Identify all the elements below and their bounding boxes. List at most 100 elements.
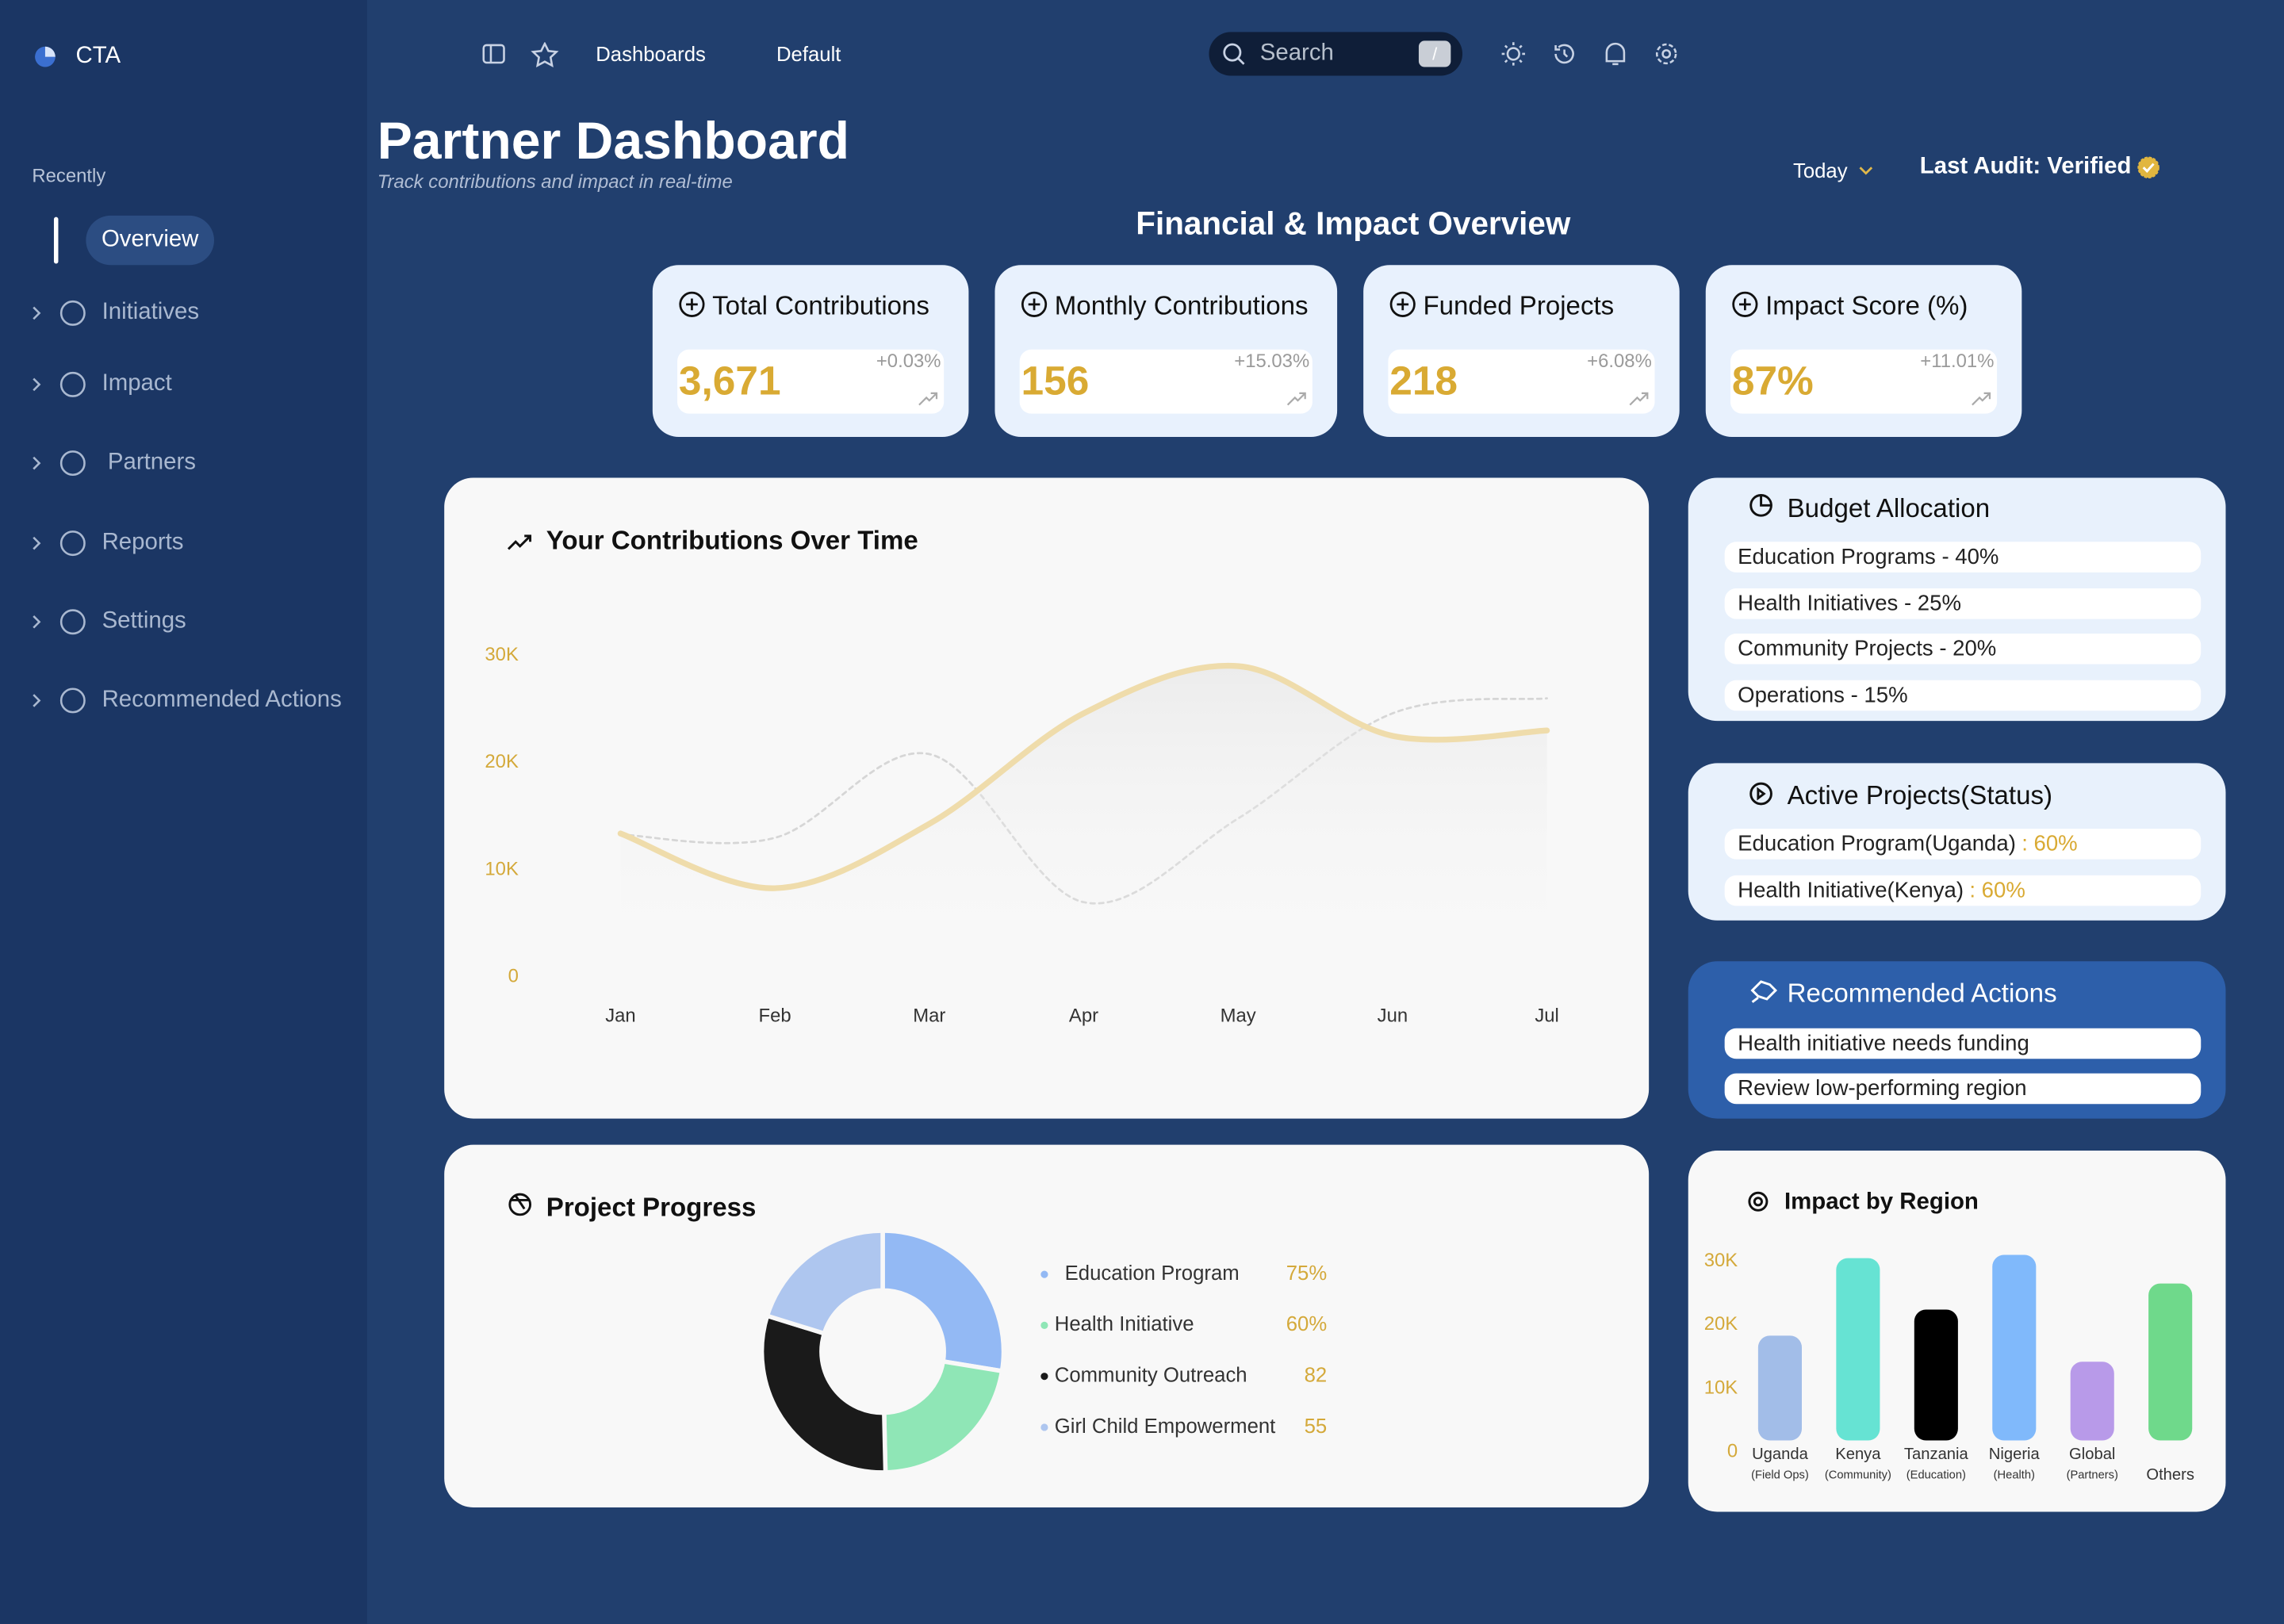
kpi-icon <box>679 291 705 317</box>
pie-slice <box>880 1228 1006 1374</box>
period-select[interactable]: Today <box>1792 159 1848 182</box>
logo <box>35 46 56 67</box>
x-tick-label: Jul <box>1535 1005 1558 1026</box>
kpi-title: Monthly Contributions <box>1054 291 1309 321</box>
kpi-title: Total Contributions <box>712 291 929 321</box>
kpi-icon <box>1021 291 1048 317</box>
kpi-card: Monthly Contributions 156 +15.03% <box>994 265 1338 438</box>
legend-value: 75% <box>1286 1262 1327 1285</box>
kpi-title: Funded Projects <box>1423 291 1615 321</box>
nav-item[interactable]: Recommended Actions <box>0 683 367 718</box>
page-title: Partner Dashboard <box>377 110 849 170</box>
nav-icons <box>33 300 86 326</box>
nav-label: Initiatives <box>102 300 200 325</box>
chevron <box>1859 167 1873 175</box>
nav-label: Settings <box>102 608 186 634</box>
project-item: Health Initiative(Kenya): 60% <box>1724 875 2202 906</box>
nav-icons <box>33 609 86 635</box>
legend-value: 55 <box>1305 1415 1328 1438</box>
y-tick-label: 10K <box>1704 1377 1738 1398</box>
kpi-card: Impact Score (%) 87% +11.01% <box>1705 265 2022 438</box>
app-name: CTA <box>75 44 121 69</box>
pie-slice <box>764 1228 885 1337</box>
kpi-icon <box>1732 291 1758 317</box>
sidebar: CTA Recently Overview Initiatives Impact P… <box>0 0 367 1624</box>
project-status: : 60% <box>1969 878 2025 903</box>
section-title: Financial & Impact Overview <box>1136 205 1571 242</box>
nav-item[interactable]: Initiatives <box>0 296 367 331</box>
kpi-card: Funded Projects 218 +6.08% <box>1363 265 1680 438</box>
card-title: Recommended Actions <box>1787 979 2057 1008</box>
y-tick-label: 20K <box>485 751 519 772</box>
x-sublabel: (Field Ops) <box>1751 1469 1809 1481</box>
top-icons <box>1501 42 1677 66</box>
card-title: Impact by Region <box>1784 1189 1979 1215</box>
nav-item[interactable]: Impact <box>0 367 367 402</box>
x-sublabel: (Health) <box>1994 1469 2035 1481</box>
kpi-value: 87% <box>1731 358 1814 404</box>
breadcrumb[interactable]: Default <box>776 42 841 66</box>
nav-item[interactable]: Settings <box>0 604 367 639</box>
kpi-change: +6.08% <box>1587 349 1652 372</box>
legend-value: 82 <box>1305 1364 1328 1386</box>
nav-label: Impact <box>102 371 172 396</box>
nav-icons <box>33 450 86 477</box>
x-sublabel: (Community) <box>1825 1469 1891 1481</box>
action-item[interactable]: Review low-performing region <box>1724 1073 2202 1105</box>
bar <box>2070 1362 2114 1441</box>
nav-label: Reports <box>102 530 184 555</box>
project-status: : 60% <box>2021 831 2078 856</box>
kpi-box: 218 +6.08% <box>1388 349 1655 414</box>
project-name: Education Program(Uganda) <box>1738 831 2016 856</box>
kpi-title: Impact Score (%) <box>1765 291 1968 321</box>
x-tick-label: Others <box>2146 1466 2194 1484</box>
kpi-value: 3,671 <box>678 358 781 404</box>
search-box[interactable]: Search / <box>1209 32 1463 76</box>
active-indicator <box>53 216 59 264</box>
budget-item: Community Projects - 20% <box>1724 634 2202 665</box>
action-item[interactable]: Health initiative needs funding <box>1724 1028 2202 1059</box>
bar <box>1757 1335 1802 1441</box>
kpi-box: 156 +15.03% <box>1019 349 1313 414</box>
x-sublabel: (Partners) <box>2067 1469 2118 1481</box>
page-subtitle: Track contributions and impact in real-t… <box>377 170 733 193</box>
shortcut: / <box>1418 40 1451 67</box>
bar <box>1992 1254 2037 1441</box>
y-tick-label: 30K <box>1704 1250 1738 1271</box>
card-title: Project Progress <box>546 1193 757 1222</box>
bar <box>1836 1258 1880 1441</box>
x-tick-label: Kenya <box>1835 1446 1881 1463</box>
projects-card: Active Projects(Status) Education Program… <box>1688 763 2226 921</box>
nav-item[interactable]: Partners <box>0 446 367 481</box>
project-name: Health Initiative(Kenya) <box>1738 878 1964 903</box>
trend-icon <box>1286 392 1306 406</box>
nav-label: Recommended Actions <box>102 687 342 713</box>
verified-badge <box>2137 156 2159 178</box>
kpi-change: +0.03% <box>876 349 941 372</box>
pie-slice <box>882 1358 1005 1475</box>
trend-icon <box>918 392 938 406</box>
card-icons <box>507 494 1772 1216</box>
nav-item[interactable]: Reports <box>0 526 367 561</box>
budget-card: Budget Allocation Education Programs - 40… <box>1688 477 2226 722</box>
trend-icon <box>1972 392 1991 406</box>
breadcrumb[interactable]: Dashboards <box>596 42 706 66</box>
y-tick-label: 20K <box>1704 1313 1738 1335</box>
budget-item: Health Initiatives - 25% <box>1724 588 2202 619</box>
y-tick-label: 0 <box>1727 1441 1738 1462</box>
line <box>617 662 1550 891</box>
legend-label: Education Program <box>1065 1262 1240 1285</box>
legend-label: Health Initiative <box>1055 1313 1194 1335</box>
legend-dot <box>1040 1423 1048 1431</box>
nav-label: Partners <box>107 450 196 475</box>
kpi-box: 3,671 +0.03% <box>677 349 945 414</box>
bar <box>1914 1309 1958 1441</box>
legend-dot <box>1040 1270 1048 1278</box>
y-tick-label: 10K <box>485 858 519 879</box>
nav-active[interactable]: Overview <box>86 215 214 266</box>
y-tick-label: 0 <box>508 966 519 987</box>
nav-icons <box>33 530 86 557</box>
